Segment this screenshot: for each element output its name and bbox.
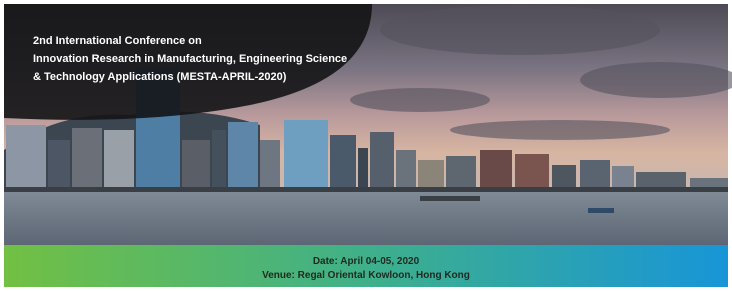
date: Date: April 04-05, 2020 xyxy=(313,256,420,267)
boat xyxy=(420,196,480,201)
water xyxy=(4,192,728,245)
shore xyxy=(4,187,728,192)
title-line: Innovation Research in Manufacturing, En… xyxy=(33,53,347,65)
boat xyxy=(588,208,614,213)
title-line: 2nd International Conference on xyxy=(33,35,202,47)
venue: Venue: Regal Oriental Kowloon, Hong Kong xyxy=(262,270,470,281)
banner: 2nd International Conference on Innovati… xyxy=(0,0,732,291)
page: 2nd International Conference on Innovati… xyxy=(0,0,732,291)
title-line: & Technology Applications (MESTA-APRIL-2… xyxy=(33,71,287,83)
